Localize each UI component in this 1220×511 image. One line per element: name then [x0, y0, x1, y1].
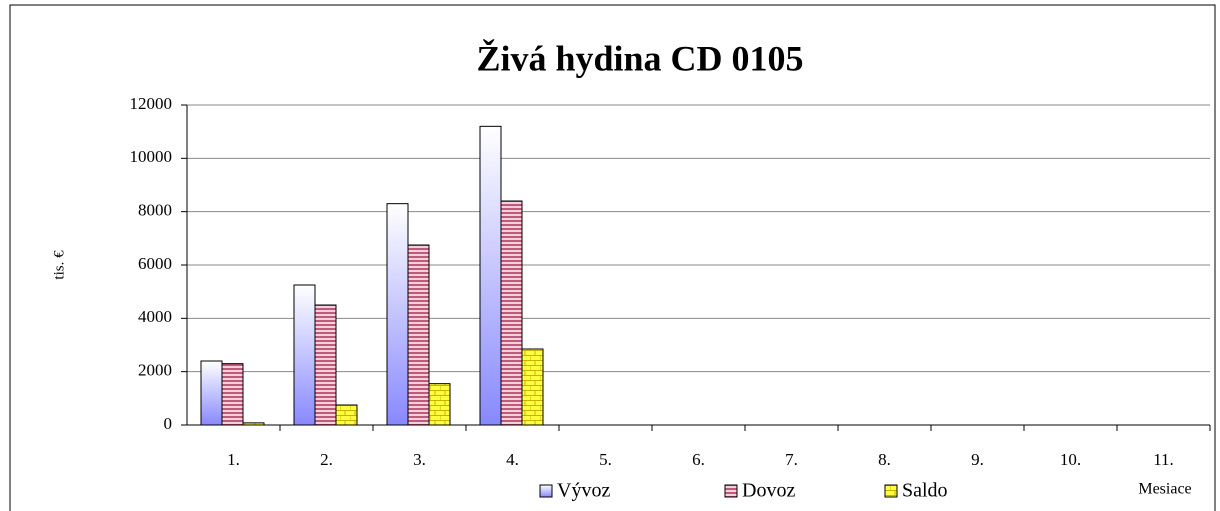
legend-label: Saldo: [902, 480, 948, 502]
legend-swatch: [884, 484, 898, 498]
bar: [407, 244, 430, 426]
bar: [386, 203, 409, 426]
y-tick-label: 4000: [138, 307, 172, 326]
bar: [221, 363, 244, 426]
x-tick-label: 9.: [971, 450, 984, 469]
legend-swatch: [724, 484, 738, 498]
x-tick-label: 1.: [227, 450, 240, 469]
y-tick-label: 12000: [130, 94, 173, 113]
bar: [242, 422, 265, 426]
bar: [293, 284, 316, 426]
x-axis-label: Mesiace: [1138, 481, 1191, 498]
x-tick-label: 6.: [692, 450, 705, 469]
bar: [314, 304, 337, 426]
y-axis-label: tis. €: [51, 250, 67, 280]
y-tick-label: 0: [164, 414, 173, 433]
x-tick-label: 2.: [320, 450, 333, 469]
legend-swatch: [539, 484, 553, 498]
x-tick-label: 4.: [506, 450, 519, 469]
bar: [521, 348, 544, 426]
legend-label: Dovoz: [742, 480, 795, 502]
bar: [500, 200, 523, 426]
legend-label: Vývoz: [557, 480, 610, 502]
y-tick-label: 8000: [138, 201, 172, 220]
chart-frame: [9, 4, 1216, 511]
y-tick-label: 6000: [138, 254, 172, 273]
x-tick-label: 5.: [599, 450, 612, 469]
bar: [200, 360, 223, 426]
x-tick-label: 8.: [878, 450, 891, 469]
x-tick-label: 11.: [1153, 450, 1174, 469]
chart-title: Živá hydina CD 0105: [476, 38, 803, 78]
x-tick-label: 10.: [1060, 450, 1081, 469]
x-tick-label: 7.: [785, 450, 798, 469]
bar: [428, 383, 451, 426]
bar: [479, 125, 502, 426]
y-tick-label: 2000: [138, 361, 172, 380]
x-tick-label: 3.: [413, 450, 426, 469]
y-tick-label: 10000: [130, 147, 173, 166]
bar: [335, 404, 358, 426]
